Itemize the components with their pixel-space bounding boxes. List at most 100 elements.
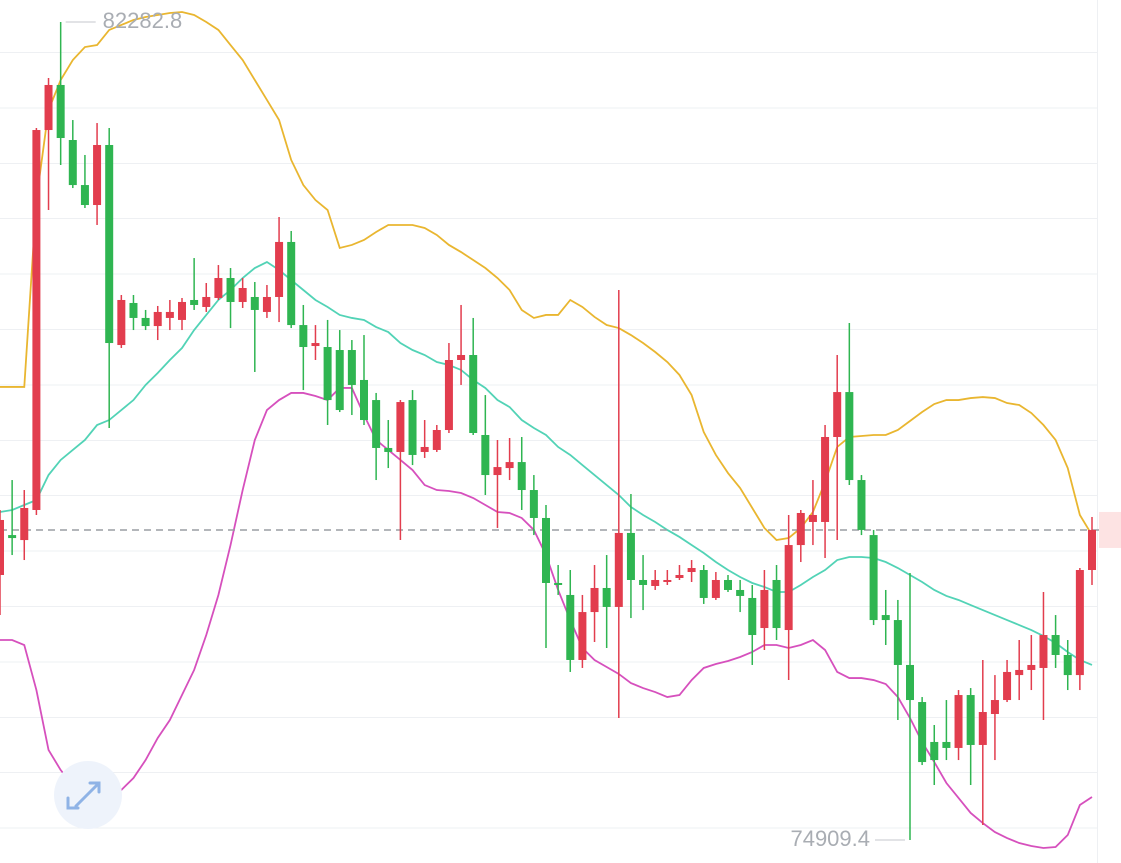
candle-body (457, 355, 466, 360)
candle-body (1039, 635, 1048, 668)
candle-body (930, 741, 939, 761)
candle-body (857, 480, 866, 530)
candle-body (675, 575, 684, 578)
candle-body (566, 594, 575, 660)
candle-body (202, 296, 211, 307)
candle-body (748, 597, 757, 636)
candle-body (529, 490, 538, 518)
bands (0, 11, 1093, 849)
candle-body (141, 317, 150, 327)
candle-body (893, 620, 902, 665)
candle-body (1051, 635, 1060, 655)
candle-body (165, 311, 174, 318)
candle-body (226, 278, 235, 302)
candle-body (966, 695, 975, 745)
candle-body (1003, 671, 1012, 701)
candle-body (784, 545, 793, 631)
candle-body (736, 589, 745, 596)
candle-body (275, 241, 284, 297)
candle-body (214, 278, 223, 298)
candle-body (651, 579, 660, 586)
candle-body (408, 400, 417, 455)
candle-body (578, 612, 587, 660)
candle-body (323, 347, 332, 401)
candle-body (311, 343, 320, 347)
candle-body (32, 130, 41, 510)
band-line (0, 11, 1093, 542)
candle-body (0, 519, 4, 576)
candle-body (590, 587, 599, 613)
candle-body (262, 296, 271, 312)
candle-body (663, 579, 672, 582)
expand-icon[interactable] (66, 781, 101, 810)
candle-body (129, 302, 138, 318)
candle-body (833, 392, 842, 437)
candle-body (554, 582, 563, 585)
candle-body (626, 532, 635, 580)
candle-body (505, 462, 514, 469)
high-label: 82282.8 (103, 8, 183, 33)
candle-body (687, 568, 696, 573)
candle-body (602, 587, 611, 607)
candle-body (639, 579, 648, 585)
candle-body (881, 615, 890, 621)
candle-body (724, 579, 732, 590)
candle-body (954, 695, 963, 748)
candle-body (153, 311, 162, 327)
candle-body (190, 299, 199, 305)
candle-body (56, 84, 65, 139)
candle-body (1063, 654, 1072, 676)
candle-body (808, 514, 817, 522)
candle-body (699, 570, 708, 598)
candle-body (1075, 570, 1084, 676)
candle-body (772, 579, 781, 629)
expand-button[interactable] (54, 761, 122, 829)
candle-body (469, 355, 478, 433)
candle-body (299, 325, 308, 348)
candle-body (711, 579, 720, 598)
candles (0, 21, 1096, 840)
candle-body (845, 392, 854, 481)
candle-body (250, 296, 259, 310)
candle-body (821, 436, 830, 522)
grid-background (0, 0, 1097, 863)
last-price-tag (1099, 511, 1121, 548)
candle-body (8, 535, 17, 539)
candle-body (1015, 669, 1024, 676)
candle-body (68, 140, 77, 186)
candle-body (1027, 664, 1036, 670)
candle-body (117, 299, 126, 346)
candle-body (760, 589, 769, 629)
candle-body (444, 359, 453, 431)
candle-body (93, 144, 102, 206)
candle-body (335, 350, 344, 411)
candle-body (493, 467, 502, 476)
candle-body (360, 379, 368, 421)
candle-body (44, 84, 53, 131)
candle-body (384, 447, 393, 452)
candle-body (481, 434, 490, 476)
candle-body (178, 301, 186, 320)
low-label: 74909.4 (790, 826, 870, 851)
candle-body (1088, 529, 1096, 571)
candle-body (287, 241, 296, 326)
candle-body (432, 430, 441, 450)
candle-body (80, 185, 89, 206)
candle-body (918, 702, 927, 763)
candle-body (990, 700, 999, 715)
candle-body (105, 144, 114, 344)
candle-body (869, 535, 878, 621)
candle-body (542, 517, 550, 583)
candle-body (372, 400, 381, 448)
candle-body (614, 532, 623, 607)
candle-body (238, 287, 247, 302)
candle-body (906, 664, 914, 701)
candle-body (796, 512, 805, 546)
candle-body (420, 446, 429, 452)
candle-body (20, 507, 29, 541)
candle-body (978, 712, 987, 745)
candle-body (347, 350, 356, 385)
candle-body (942, 741, 951, 748)
